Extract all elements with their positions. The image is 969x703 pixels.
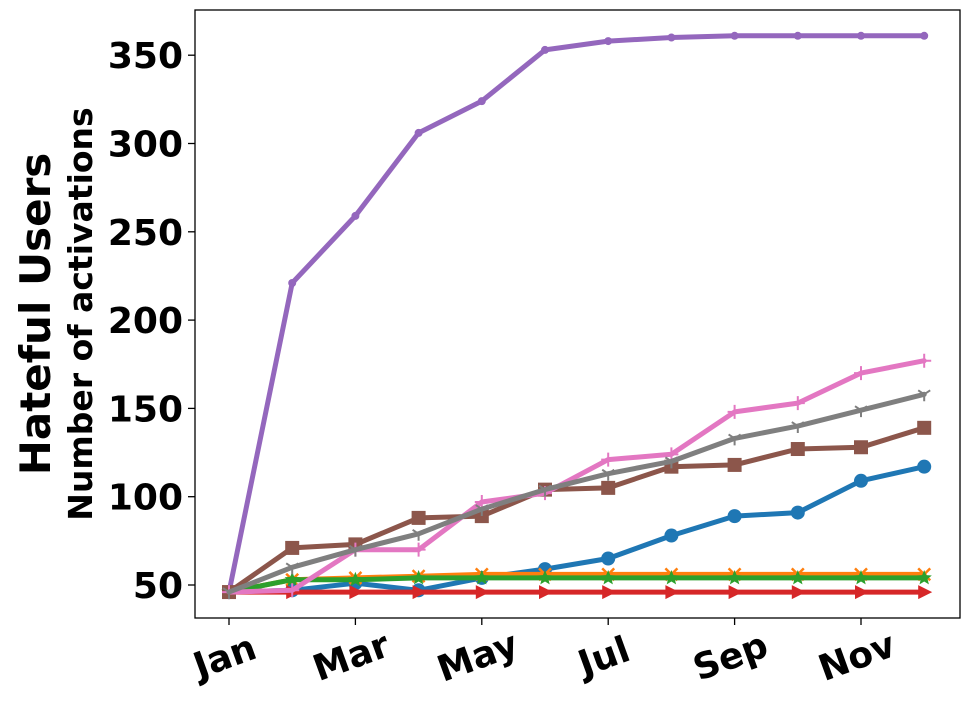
- data-point: [474, 569, 490, 585]
- x-tick-label: Sep: [688, 625, 774, 690]
- x-tick-label: May: [432, 624, 524, 691]
- x-axis: Jan Mar May Jul Sep Nov: [185, 618, 901, 691]
- y-tick-label: 250: [108, 213, 183, 254]
- data-point: [853, 569, 869, 585]
- data-point: [411, 542, 426, 557]
- data-point: [412, 585, 427, 600]
- series-3: [221, 569, 932, 599]
- data-point: [539, 585, 553, 600]
- series-layer: [221, 31, 933, 600]
- data-point: [727, 509, 742, 524]
- data-point: [918, 585, 933, 600]
- data-point: [604, 37, 613, 46]
- data-point: [414, 128, 423, 137]
- data-point: [222, 587, 236, 600]
- data-point: [477, 97, 486, 106]
- data-point: [728, 585, 743, 600]
- data-point: [475, 504, 489, 517]
- x-tick-label: Jul: [570, 629, 635, 686]
- data-point: [854, 473, 868, 488]
- data-point: [916, 569, 932, 585]
- y-tick-label: 200: [108, 301, 183, 342]
- data-point: [855, 585, 869, 600]
- data-point: [664, 456, 678, 469]
- x-tick-label: Jan: [185, 627, 261, 688]
- data-point: [601, 468, 615, 481]
- data-point: [664, 528, 679, 543]
- data-point: [790, 442, 805, 457]
- data-point: [412, 528, 426, 541]
- data-point: [854, 440, 868, 455]
- data-point: [917, 420, 932, 435]
- data-point: [288, 279, 297, 288]
- x-tick-label: Nov: [813, 625, 901, 690]
- data-point: [790, 505, 805, 520]
- data-point: [728, 433, 742, 446]
- data-point: [601, 452, 616, 467]
- data-point: [600, 569, 616, 585]
- data-point: [917, 389, 931, 402]
- y-axis-title: Hateful Users: [11, 153, 60, 476]
- data-point: [537, 569, 553, 585]
- data-point: [665, 585, 680, 600]
- data-point: [730, 31, 739, 40]
- series-line: [226, 575, 927, 595]
- data-point: [349, 585, 364, 600]
- data-point: [285, 540, 300, 555]
- series-line: [226, 358, 927, 595]
- data-point: [663, 569, 680, 585]
- y-tick-label: 300: [108, 125, 183, 166]
- data-point: [920, 31, 929, 40]
- y-tick-label: 50: [133, 566, 183, 607]
- data-point: [667, 33, 676, 42]
- series-line: [226, 464, 927, 595]
- data-point: [348, 544, 362, 557]
- y-tick-label: 350: [108, 36, 183, 77]
- data-point: [351, 211, 360, 220]
- data-point: [410, 569, 427, 585]
- series-5: [225, 31, 929, 597]
- data-point: [285, 583, 300, 598]
- data-point: [538, 484, 552, 497]
- y-axis-subtitle: Number of activations: [61, 107, 100, 520]
- data-point: [917, 353, 932, 368]
- data-point: [601, 480, 616, 495]
- data-point: [790, 569, 806, 585]
- series-4: [223, 585, 933, 600]
- data-point: [601, 551, 616, 566]
- series-8: [222, 389, 931, 600]
- series-line: [226, 425, 927, 595]
- y-tick-label: 100: [108, 478, 183, 519]
- data-point: [793, 31, 802, 40]
- series-line: [226, 33, 927, 595]
- data-point: [602, 585, 617, 600]
- data-point: [284, 571, 300, 587]
- data-point: [285, 562, 299, 575]
- data-point: [791, 585, 806, 600]
- data-point: [475, 585, 490, 600]
- x-tick-label: Mar: [308, 625, 395, 690]
- data-point: [791, 421, 805, 434]
- data-point: [541, 45, 549, 54]
- y-tick-label: 150: [108, 389, 183, 430]
- data-point: [854, 405, 868, 418]
- data-point: [917, 459, 932, 474]
- y-axis: 50 100 150 200 250 300 350: [108, 36, 195, 607]
- data-point: [726, 569, 743, 585]
- data-point: [347, 571, 364, 587]
- series-line: [226, 391, 927, 595]
- data-point: [854, 366, 868, 381]
- data-point: [727, 404, 742, 419]
- data-point: [857, 31, 865, 40]
- data-point: [790, 396, 805, 411]
- data-point: [727, 457, 742, 472]
- data-point: [411, 510, 426, 525]
- plot-frame: [194, 9, 961, 619]
